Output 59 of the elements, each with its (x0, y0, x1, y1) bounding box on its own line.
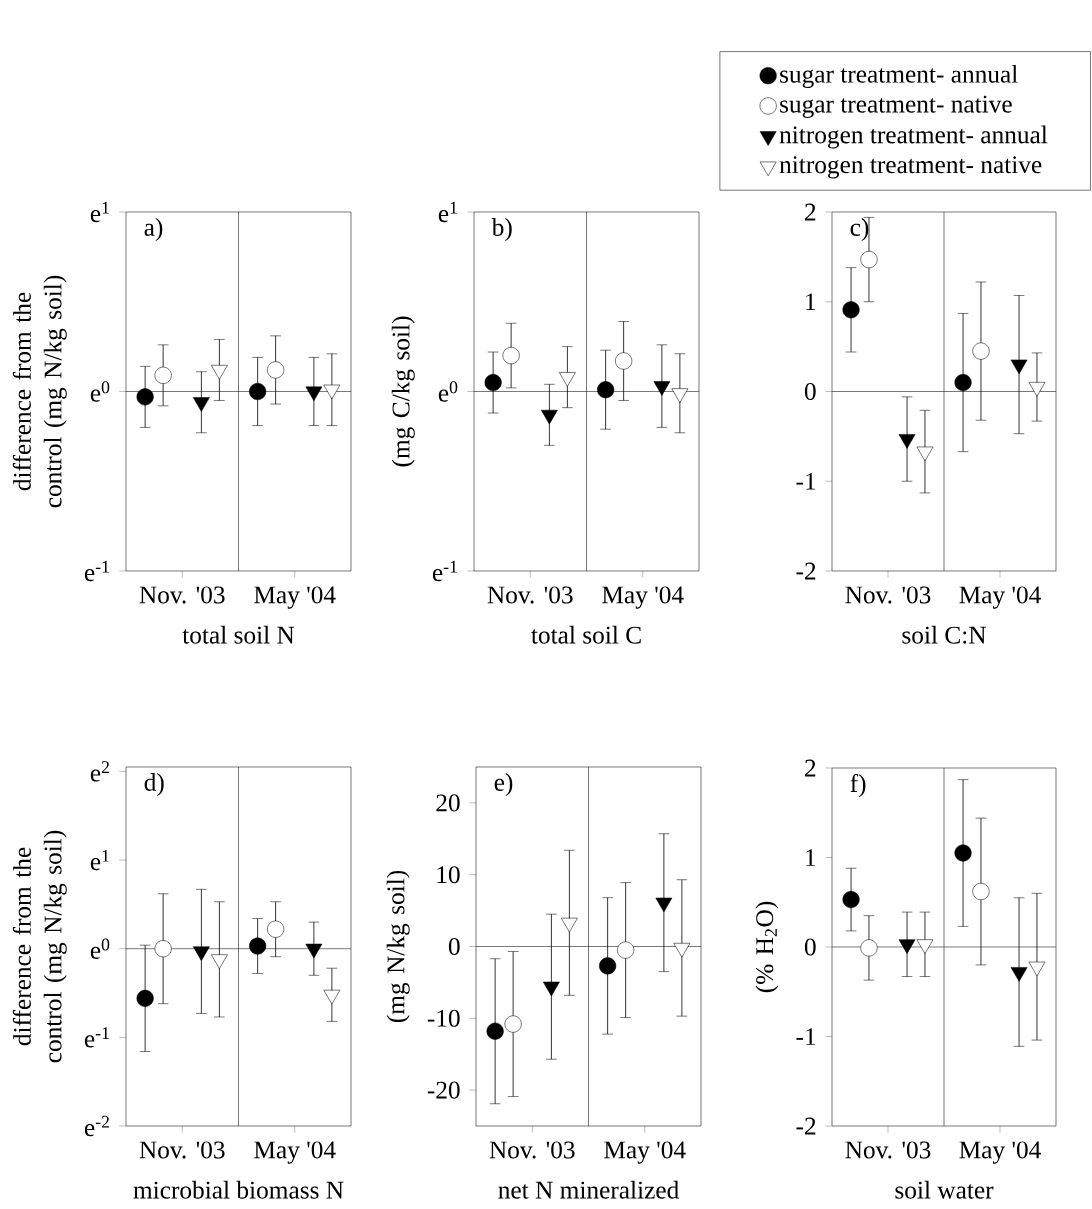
x-tick-label: Nov. '03 (845, 1141, 931, 1159)
x-tick-label: Nov. '03 (489, 1141, 575, 1159)
y-tick-label: e$^{2}$ (90, 761, 109, 782)
y-axis-title: (% H$_{2}$O) (755, 901, 779, 993)
x-axis-title: total soil C (531, 625, 641, 644)
y-tick-label: -1 (796, 1028, 816, 1045)
legend-label: sugar treatment- annual (780, 64, 1018, 88)
y-tick-label: e$^{-1}$ (84, 1027, 109, 1048)
x-tick-label: Nov. '03 (139, 586, 225, 604)
y-tick-label: e$^{1}$ (90, 201, 109, 223)
y-tick-label: 0 (804, 382, 816, 401)
y-tick-label: -2 (796, 1117, 816, 1135)
x-axis-title: soil water (895, 1180, 994, 1199)
y-tick-label: e$^{0}$ (90, 381, 110, 402)
y-tick-label: -10 (427, 1009, 460, 1027)
x-tick-label: May '04 (604, 1141, 686, 1164)
x-axis-title: soil C:N (902, 625, 986, 644)
legend-label: nitrogen treatment- annual (779, 125, 1048, 149)
legend-label: sugar treatment- native (780, 95, 1012, 118)
y-axis-title: difference from the control (mg N/kg soil) (12, 830, 67, 1063)
y-tick-label: 10 (437, 866, 460, 884)
y-tick-label: e$^{1}$ (90, 849, 109, 871)
y-tick-label: 1 (806, 849, 816, 866)
y-axis-title: difference from the control (mg N/kg soil) (12, 275, 67, 508)
x-tick-label: May '04 (959, 1141, 1041, 1164)
legend-label: nitrogen treatment- native (779, 156, 1042, 179)
x-tick-label: May '04 (254, 586, 336, 609)
y-tick-label: 0 (804, 938, 816, 956)
y-tick-label: -2 (796, 562, 816, 580)
y-tick-label: 0 (448, 937, 460, 956)
y-tick-label: 2 (805, 203, 816, 221)
y-tick-label: e$^{0}$ (90, 938, 110, 959)
y-axis-title: (mg C/kg soil) (391, 316, 415, 467)
y-axis-title: (mg N/kg soil) (386, 870, 410, 1023)
x-tick-label: May '04 (602, 586, 684, 609)
chart-title: d) (144, 773, 164, 797)
x-tick-label: May '04 (959, 586, 1041, 609)
y-tick-label: e$^{-1}$ (84, 560, 109, 582)
y-tick-label: e$^{1}$ (438, 201, 457, 223)
y-tick-label: 20 (436, 794, 460, 812)
chart-title: e) (494, 773, 513, 797)
chart-title: a) (144, 218, 163, 242)
chart-title: c) (850, 218, 869, 242)
y-tick-label: e$^{0}$ (438, 381, 458, 402)
x-tick-label: Nov. '03 (139, 1141, 225, 1159)
x-tick-label: Nov. '03 (487, 586, 573, 604)
x-tick-label: May '04 (254, 1141, 336, 1164)
y-tick-label: 2 (805, 759, 816, 777)
chart-title: f) (850, 774, 866, 798)
y-tick-label: -1 (796, 472, 816, 490)
x-axis-title: total soil N (182, 625, 295, 644)
y-tick-label: e$^{-2}$ (84, 1115, 109, 1137)
x-tick-label: Nov. '03 (845, 586, 931, 604)
chart-title: b) (491, 218, 512, 242)
x-axis-title: net N mineralized (498, 1180, 679, 1199)
y-tick-label: e$^{-1}$ (432, 560, 457, 582)
y-tick-label: 1 (806, 293, 816, 311)
x-axis-title: microbial biomass N (133, 1180, 344, 1199)
y-tick-label: -20 (427, 1081, 460, 1099)
